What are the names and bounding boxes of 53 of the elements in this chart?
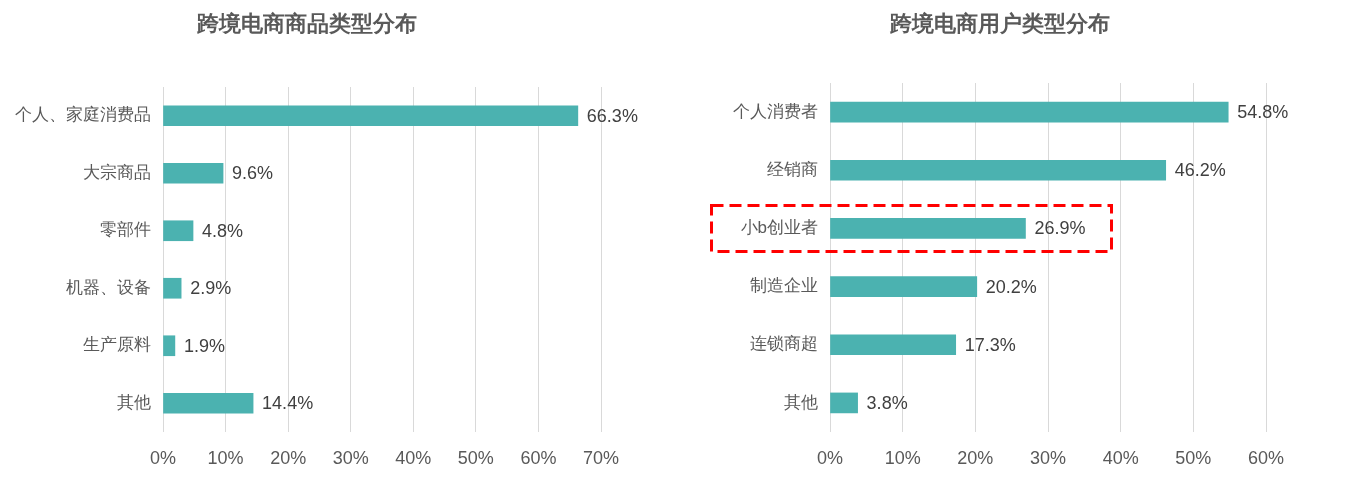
y-tick-label: 零部件: [100, 220, 151, 240]
y-tick-label: 其他: [784, 392, 818, 412]
x-tick-label: 10%: [884, 447, 921, 468]
x-tick-label: 0%: [149, 447, 177, 468]
y-tick-label: 制造企业: [750, 276, 818, 296]
x-tick-label: 60%: [1247, 447, 1285, 468]
y-tick-label: 个人消费者: [733, 101, 818, 121]
data-label: 9.6%: [232, 163, 274, 184]
data-label: 4.8%: [202, 220, 244, 241]
x-tick-label: 40%: [1102, 447, 1139, 468]
y-tick-label: 生产原料: [83, 335, 151, 355]
x-tick-label: 30%: [1029, 447, 1067, 468]
data-label: 46.2%: [1174, 160, 1226, 181]
x-tick-label: 30%: [332, 447, 369, 468]
y-tick-label: 个人、家庭消费品: [15, 105, 151, 125]
chart-title: 跨境电商用户类型分布: [889, 11, 1110, 37]
bar: [163, 105, 579, 127]
data-label: 66.3%: [586, 105, 638, 126]
x-tick-label: 50%: [457, 447, 494, 468]
data-label: 20.2%: [985, 276, 1037, 297]
bar: [830, 101, 1229, 123]
chart-title: 跨境电商商品类型分布: [196, 11, 417, 37]
y-tick-label: 大宗商品: [83, 162, 151, 182]
data-label: 1.9%: [183, 335, 225, 356]
y-tick-label: 小b创业者: [740, 218, 818, 238]
bar: [830, 276, 978, 297]
x-tick-label: 20%: [957, 447, 994, 468]
data-label: 26.9%: [1034, 218, 1086, 239]
data-label: 14.4%: [262, 393, 314, 414]
bar: [830, 392, 858, 414]
bar: [830, 334, 957, 356]
bar: [163, 335, 176, 357]
data-label: 54.8%: [1237, 102, 1289, 123]
data-label: 17.3%: [964, 334, 1016, 355]
data-label: 2.9%: [190, 278, 232, 299]
y-tick-label: 经销商: [767, 159, 818, 179]
bar: [163, 277, 182, 299]
x-tick-label: 10%: [207, 447, 244, 468]
x-tick-label: 70%: [582, 447, 620, 468]
bar: [163, 220, 194, 242]
bar: [830, 159, 1167, 181]
y-tick-label: 连锁商超: [750, 334, 818, 354]
y-tick-label: 机器、设备: [66, 277, 151, 297]
x-tick-label: 40%: [395, 447, 432, 468]
bar: [163, 392, 254, 414]
y-tick-label: 其他: [117, 392, 151, 412]
x-tick-label: 50%: [1175, 447, 1212, 468]
bar: [830, 218, 1026, 239]
x-tick-label: 20%: [270, 447, 307, 468]
bar: [163, 162, 224, 184]
x-tick-label: 60%: [520, 447, 557, 468]
x-tick-label: 0%: [816, 447, 844, 468]
data-label: 3.8%: [866, 392, 908, 413]
